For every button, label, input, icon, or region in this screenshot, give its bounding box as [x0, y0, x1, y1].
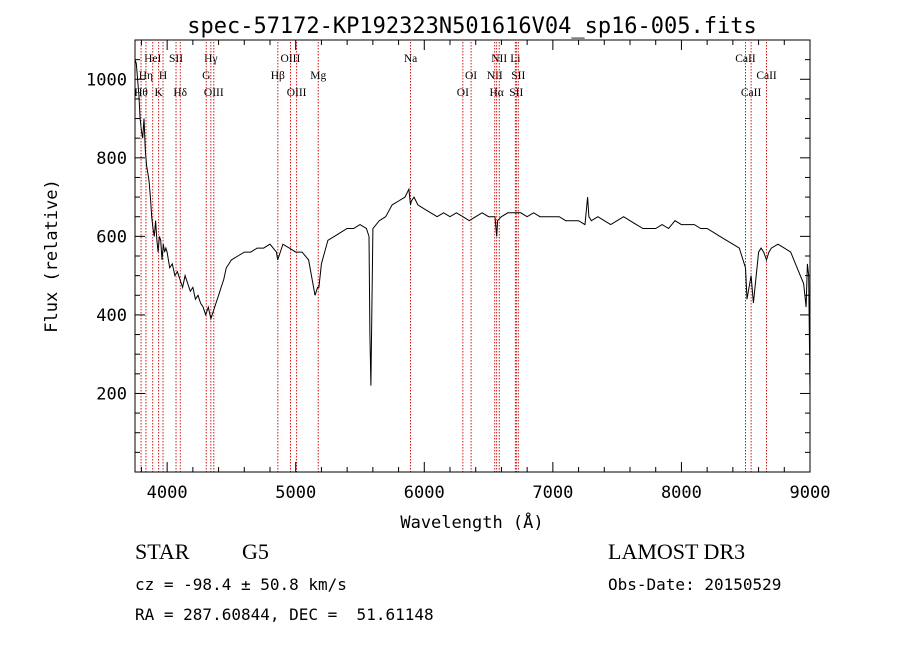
survey-release: LAMOST DR3 — [608, 539, 746, 564]
spectral-line-label: G — [202, 70, 210, 82]
y-tick-label: 800 — [96, 149, 127, 169]
spectral-line-label: CaII — [735, 53, 756, 65]
spectral-line-label: Na — [404, 53, 417, 65]
y-tick-label: 1000 — [86, 70, 127, 90]
spectral-line-label: OI — [465, 70, 477, 82]
spectral-line-label: SII — [511, 70, 525, 82]
x-axis-label: Wavelength (Å) — [400, 511, 543, 533]
spectral-line-label: NII — [487, 70, 503, 82]
plot-frame — [134, 39, 811, 473]
x-tick-label: 9000 — [790, 483, 831, 503]
y-tick-label: 200 — [96, 384, 127, 404]
redshift-cz: cz = -98.4 ± 50.8 km/s — [135, 575, 347, 594]
spectral-line-label: Hγ — [204, 53, 217, 65]
y-axis: 200 400 600 800 1000 — [86, 39, 810, 453]
spectral-line-label: Li — [510, 53, 520, 65]
object-subclass: G5 — [242, 539, 269, 564]
spectral-line-label: Hβ — [271, 70, 285, 82]
spectral-line-label: Hθ — [134, 87, 148, 99]
spectrum-line — [134, 59, 811, 394]
ra-dec-coordinates: RA = 287.60844, DEC = 51.61148 — [135, 605, 434, 624]
spectral-line-label: OIII — [287, 87, 307, 99]
spectral-line-label: NII — [491, 53, 507, 65]
spectral-line-label: OIII — [204, 87, 224, 99]
spectral-line-label: H — [159, 70, 167, 82]
x-tick-label: 5000 — [275, 483, 316, 503]
spectral-line-label: Hα — [489, 87, 503, 99]
spectral-line-label: Hδ — [173, 87, 187, 99]
observation-date: Obs-Date: 20150529 — [608, 575, 782, 594]
y-axis-label: Flux (relative) — [42, 179, 62, 333]
x-tick-label: 6000 — [404, 483, 445, 503]
x-tick-label: 8000 — [661, 483, 702, 503]
y-tick-label: 400 — [96, 306, 127, 326]
spectral-line-label: SII — [169, 53, 183, 65]
spectral-line-label: CaII — [756, 70, 777, 82]
spectral-line-label: K — [155, 87, 164, 99]
spectral-line-label: Mg — [310, 70, 326, 82]
x-tick-label: 7000 — [532, 483, 573, 503]
x-tick-label: 4000 — [147, 483, 188, 503]
x-axis: 4000 5000 6000 7000 8000 9000 — [140, 40, 831, 503]
chart-title: spec-57172-KP192323N501616V04_sp16-005.f… — [187, 14, 757, 39]
spectral-line-label: HeI — [144, 53, 161, 65]
object-class: STAR — [135, 539, 190, 564]
spectral-line-label: OI — [457, 87, 469, 99]
spectral-line-label: OIII — [281, 53, 301, 65]
y-tick-label: 600 — [96, 227, 127, 247]
spectral-line-label: SII — [509, 87, 523, 99]
spectral-line-label: CaII — [741, 87, 762, 99]
